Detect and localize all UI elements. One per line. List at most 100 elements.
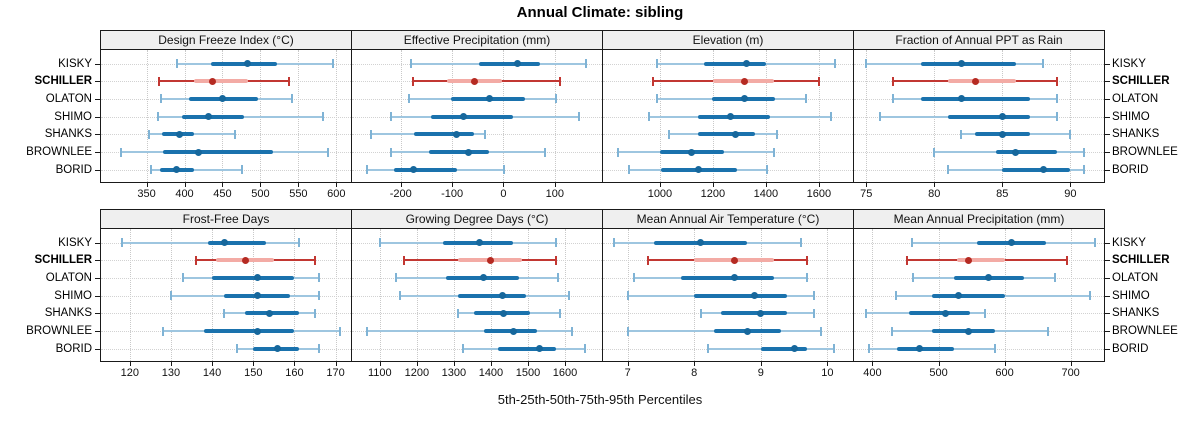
series-shimo-cap-5th xyxy=(399,291,402,301)
series-shimo-cap-95th xyxy=(829,112,832,122)
series-shimo-iqr-25-75 xyxy=(457,293,527,298)
x-axis-tick xyxy=(1004,362,1006,366)
gridline-vertical xyxy=(1070,50,1072,182)
x-axis-tick xyxy=(818,183,820,187)
gridline-horizontal xyxy=(101,348,351,350)
series-borid-cap-95th xyxy=(833,344,836,354)
series-shimo-cap-95th xyxy=(567,291,570,301)
series-borid-median-dot xyxy=(915,345,923,353)
plot-effective-precipitation-mm xyxy=(351,50,603,183)
series-shimo-iqr-25-75 xyxy=(430,114,514,119)
x-axis-tick xyxy=(452,183,454,187)
row-label-right-shimo: SHIMO xyxy=(1112,289,1150,302)
series-schiller-median-dot xyxy=(470,77,478,85)
y-axis-tick-left xyxy=(95,260,100,262)
panel-elevation-m: Elevation (m) 1000 1200 1400 1600 xyxy=(602,30,854,200)
x-axis-tick-label: -200 xyxy=(389,188,412,200)
series-kisky-median-dot xyxy=(1008,239,1016,246)
row-label-right-shanks: SHANKS xyxy=(1112,128,1160,141)
series-shimo-cap-5th xyxy=(878,112,881,122)
series-brownlee-iqr-25-75 xyxy=(429,150,489,154)
series-shanks-iqr-25-75 xyxy=(698,132,756,137)
y-axis-tick-left xyxy=(95,295,100,297)
series-shimo-median-dot xyxy=(954,292,962,300)
series-kisky-cap-5th xyxy=(378,238,381,247)
series-borid-cap-5th xyxy=(235,344,238,354)
series-kisky-cap-5th xyxy=(656,59,659,68)
series-borid-cap-95th xyxy=(318,344,321,354)
row-label-right-olaton: OLATON xyxy=(1112,92,1159,105)
x-axis-tick xyxy=(453,362,455,366)
series-kisky-cap-95th xyxy=(799,238,802,247)
x-axis-tick-label: 400 xyxy=(863,367,882,379)
x-axis-tick-label: 130 xyxy=(161,367,181,379)
row-label-right-shanks: SHANKS xyxy=(1112,307,1160,320)
series-borid-cap-95th xyxy=(502,165,505,175)
x-axis-tick-label: 600 xyxy=(995,367,1014,379)
series-brownlee-cap-5th xyxy=(933,147,936,157)
series-schiller-cap-95th xyxy=(314,255,317,265)
series-shanks-cap-95th xyxy=(775,129,778,139)
gridline-vertical xyxy=(146,50,148,182)
series-shimo-cap-5th xyxy=(169,291,172,301)
row-label-left-brownlee: BROWNLEE xyxy=(26,325,92,337)
x-axis-tick xyxy=(827,362,829,366)
series-brownlee-cap-5th xyxy=(891,326,894,336)
series-shanks-cap-5th xyxy=(864,308,867,318)
series-kisky-cap-95th xyxy=(585,59,588,68)
series-shanks-median-dot xyxy=(731,130,739,138)
row-label-right-shimo: SHIMO xyxy=(1112,110,1150,123)
series-brownlee-median-dot xyxy=(194,148,202,156)
x-axis-tick xyxy=(253,362,255,366)
y-axis-tick-right xyxy=(1105,152,1110,153)
series-borid-cap-5th xyxy=(946,165,949,175)
series-schiller-cap-95th xyxy=(806,255,809,265)
series-schiller-cap-95th xyxy=(1066,255,1069,265)
series-brownlee-cap-95th xyxy=(1082,147,1085,157)
x-axis-tick xyxy=(1070,362,1072,366)
y-axis-tick-right xyxy=(1105,116,1110,118)
series-shimo-iqr-25-75 xyxy=(698,114,770,119)
y-axis-tick-right xyxy=(1105,169,1110,171)
x-axis-tick xyxy=(335,362,337,366)
row-label-left-olaton: OLATON xyxy=(45,271,92,284)
series-schiller-cap-95th xyxy=(554,255,557,265)
series-borid-cap-5th xyxy=(868,344,871,354)
y-axis-tick-right xyxy=(1105,331,1110,332)
series-shimo-cap-95th xyxy=(322,112,325,122)
series-kisky-iqr-25-75 xyxy=(703,61,766,66)
y-axis-tick-right xyxy=(1105,98,1110,100)
x-axis-tick-label: 400 xyxy=(175,188,194,200)
series-schiller-cap-95th xyxy=(1055,76,1058,86)
series-brownlee-iqr-25-75 xyxy=(931,329,995,333)
x-axis-tick xyxy=(765,183,767,187)
row-label-right-brownlee: BROWNLEE xyxy=(1112,325,1178,337)
x-axis-caption: 5th-25th-50th-75th-95th Percentiles xyxy=(497,392,703,407)
x-axis-tick-label: 1600 xyxy=(806,188,832,200)
x-axis-tick-label: 1600 xyxy=(552,367,578,379)
series-shanks-iqr-25-75 xyxy=(908,311,971,316)
series-brownlee-cap-95th xyxy=(819,326,822,336)
row-label-left-olaton: OLATON xyxy=(45,92,92,105)
series-shanks-cap-95th xyxy=(1069,129,1072,139)
series-kisky-cap-95th xyxy=(554,238,557,247)
x-axis-tick-label: 1400 xyxy=(753,188,779,200)
series-schiller-cap-5th xyxy=(157,76,160,86)
x-axis-tick xyxy=(222,183,224,187)
panel-fraction-of-annual-ppt-as-rain: Fraction of Annual PPT as Rain 75 80 85 90 xyxy=(853,30,1105,200)
series-schiller-cap-5th xyxy=(652,76,655,86)
series-kisky-cap-95th xyxy=(833,59,836,68)
row-label-right-kisky: KISKY xyxy=(1112,57,1146,70)
series-olaton-cap-95th xyxy=(1055,94,1058,104)
x-axis-tick-label: 600 xyxy=(327,188,346,200)
strip-elevation-m: Elevation (m) xyxy=(602,30,854,50)
row-label-right-brownlee: BROWNLEE xyxy=(1112,146,1178,158)
series-olaton-median-dot xyxy=(730,274,738,282)
series-shanks-cap-95th xyxy=(314,308,317,318)
series-schiller-cap-95th xyxy=(288,76,291,86)
series-shimo-cap-5th xyxy=(894,291,897,301)
series-schiller-iqr-25-75 xyxy=(947,79,1016,84)
series-schiller-iqr-25-75 xyxy=(957,258,1005,263)
series-olaton-cap-95th xyxy=(1053,273,1056,283)
x-axis-tick-label: 1500 xyxy=(515,367,541,379)
